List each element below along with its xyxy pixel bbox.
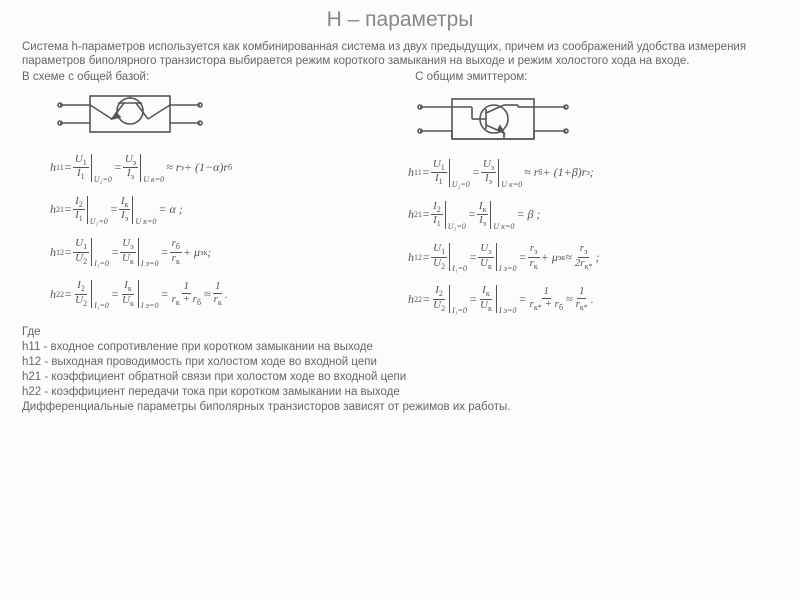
- col-cb: h11 = U1I1 U₂=0 = UэIэ U к=0 ≈ rэ + (1−α…: [22, 85, 400, 324]
- eq-ce-h12: h12 = U1U2 I₁=0 = UэUк I э=0 = rэrк + μэ…: [408, 243, 599, 271]
- page-title: H – параметры: [22, 8, 778, 32]
- eq-cb-h12: h12 = U1U2 I₁=0 = UэUк I э=0 = rбrк + μэ…: [50, 238, 211, 266]
- circuit-cb: [50, 91, 210, 146]
- defn-where: Где: [22, 325, 778, 340]
- eq-ce-h22: h22 = I2U2 I₁=0 = IкUк I э=0 = 1rк* + rб…: [408, 285, 594, 313]
- intro-text: Система h-параметров используется как ко…: [22, 40, 778, 69]
- config-ce-label: С общим эмиттером:: [415, 71, 527, 83]
- eq-cb-h22: h22 = I2U2 I₁=0 = IкUк I э=0 = 1rк + rб …: [50, 280, 228, 308]
- config-cb-label: В схеме с общей базой:: [22, 71, 415, 83]
- eq-ce-h21: h21 = I2I1 U₂=0 = IкIэ U к=0 = β ;: [408, 201, 540, 229]
- defn-h12: h12 - выходная проводимость при холостом…: [22, 355, 778, 370]
- definitions: Где h11 - входное сопротивление при коро…: [22, 325, 778, 415]
- columns: h11 = U1I1 U₂=0 = UэIэ U к=0 ≈ rэ + (1−α…: [22, 85, 778, 324]
- eq-cb-h21: h21 = I2I1 U₂=0 = IкIэ U к=0 = α ;: [50, 196, 183, 224]
- col-ce: h11 = U1I1 U₂=0 = UэIэ U к=0 ≈ rб + (1+β…: [400, 85, 778, 324]
- defn-h22: h22 - коэффициент передачи тока при коро…: [22, 385, 778, 400]
- circuit-ce: [408, 91, 578, 151]
- defn-last: Дифференциальные параметры биполярных тр…: [22, 400, 778, 415]
- defn-h21: h21 - коэффициент обратной связи при хол…: [22, 370, 778, 385]
- eq-cb-h11: h11 = U1I1 U₂=0 = UэIэ U к=0 ≈ rэ + (1−α…: [50, 154, 232, 182]
- config-labels: В схеме с общей базой: С общим эмиттером…: [22, 71, 778, 83]
- eq-ce-h11: h11 = U1I1 U₂=0 = UэIэ U к=0 ≈ rб + (1+β…: [408, 159, 594, 187]
- defn-h11: h11 - входное сопротивление при коротком…: [22, 340, 778, 355]
